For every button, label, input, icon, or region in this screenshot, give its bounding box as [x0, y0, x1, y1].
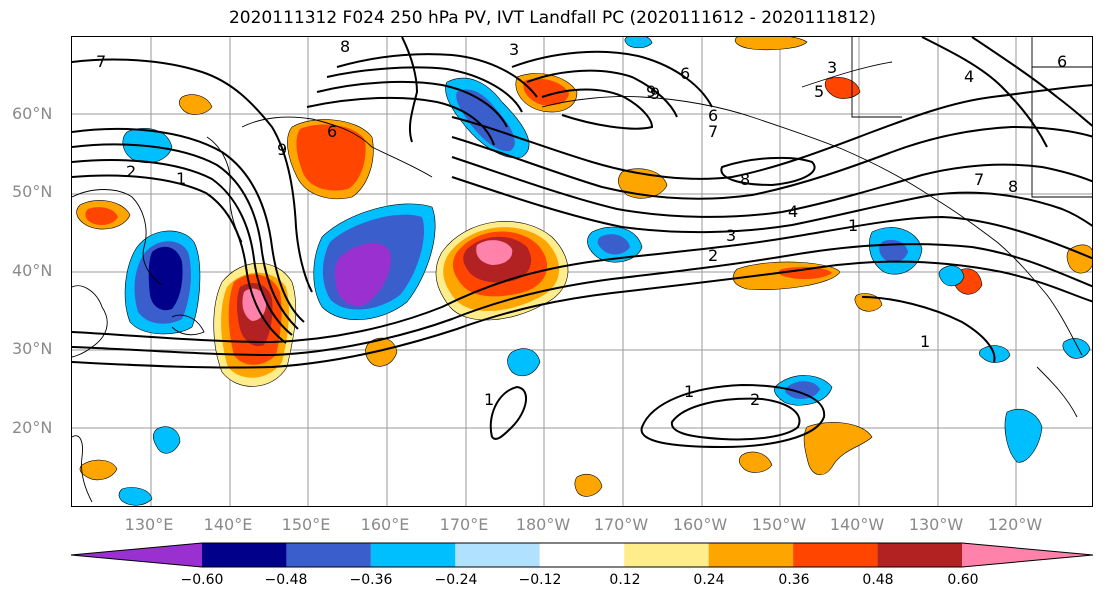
contour-label: 9: [650, 84, 660, 103]
contour-label: 7: [974, 170, 984, 189]
lat-label: 50°N: [12, 182, 53, 201]
contour-label: 7: [96, 52, 106, 71]
contour-label: 9: [646, 82, 656, 101]
contour-label: 1: [848, 216, 858, 235]
lon-label: 130°W: [908, 515, 964, 534]
contour-label: 6: [680, 64, 690, 83]
lon-label: 140°E: [203, 515, 253, 534]
colorbar-bin: [286, 543, 371, 567]
contour-label: 2: [750, 390, 760, 409]
contour-label-group: 7 8 3 9 5 4 6 2 1 8 3 4 2 1 7 8 1 1 2 1 …: [96, 37, 1067, 409]
colorbar-bin: [624, 543, 709, 567]
lon-label: 120°W: [987, 515, 1043, 534]
colorbar-bin: [455, 543, 540, 567]
contour-label: 8: [1008, 177, 1018, 196]
lon-label: 160°W: [672, 515, 728, 534]
map-panel: 7 8 3 9 5 4 6 2 1 8 3 4 2 1 7 8 1 1 2 1 …: [71, 36, 1093, 507]
contour-label: 6: [327, 122, 337, 141]
colorbar-tick-label: −0.48: [264, 572, 308, 588]
lon-label: 130°E: [124, 515, 174, 534]
lon-label: 170°W: [593, 515, 649, 534]
colorbar-bin: [370, 543, 456, 567]
contour-label: 9: [277, 140, 287, 159]
contour-label: 2: [708, 246, 718, 265]
colorbar-bin: [71, 543, 202, 567]
colorbar-bin: [539, 543, 625, 567]
colorbar-tick-label: 0.36: [778, 572, 810, 588]
coastlines: [72, 37, 1092, 503]
lon-label: 150°E: [281, 515, 331, 534]
map-title: 2020111312 F024 250 hPa PV, IVT Landfall…: [228, 8, 876, 28]
contour-label: 7: [708, 122, 718, 141]
lat-label: 40°N: [12, 261, 53, 280]
contour-label: 6: [1057, 52, 1067, 71]
colorbar-bin: [202, 543, 287, 567]
colorbar-bin: [962, 543, 1093, 567]
contour-label: 8: [740, 170, 750, 189]
contour-label: 4: [964, 67, 974, 86]
colorbar-bin: [877, 543, 962, 567]
colorbar-tick-label: 0.60: [947, 572, 979, 588]
contour-label: 3: [827, 58, 837, 77]
contour-label: 5: [814, 82, 824, 101]
contour-label: 1: [176, 169, 186, 188]
contour-label: 2: [126, 162, 136, 181]
colorbar-tick-label: 0.24: [693, 572, 725, 588]
colorbar: [70, 542, 1094, 568]
colorbar-tick-label: −0.24: [434, 572, 478, 588]
lat-label: 60°N: [12, 104, 53, 123]
lon-label: 160°E: [360, 515, 410, 534]
colorbar-tick-label: 0.48: [862, 572, 894, 588]
lat-label: 30°N: [12, 339, 53, 358]
map-canvas: 7 8 3 9 5 4 6 2 1 8 3 4 2 1 7 8 1 1 2 1 …: [72, 37, 1092, 506]
contour-label: 1: [920, 332, 930, 351]
contour-label: 6: [708, 106, 718, 125]
colorbar-bin: [708, 543, 794, 567]
colorbar-tick-label: −0.60: [180, 572, 224, 588]
colorbar-tick-label: −0.12: [518, 572, 562, 588]
colorbar-tick-label: −0.36: [349, 572, 393, 588]
contour-label: 4: [788, 202, 798, 221]
colorbar-bin: [793, 543, 878, 567]
colorbar-tick-label: 0.12: [609, 572, 641, 588]
lon-label: 180°W: [515, 515, 571, 534]
colorbar-outline: [70, 542, 1094, 568]
pv-contours: [72, 37, 1092, 449]
contour-label: 1: [484, 390, 494, 409]
lon-label: 140°W: [829, 515, 885, 534]
contour-label: 8: [340, 37, 350, 56]
lat-label: 20°N: [12, 418, 53, 437]
lon-label: 170°E: [439, 515, 489, 534]
contour-label: 3: [726, 226, 736, 245]
contour-label: 3: [509, 40, 519, 59]
contour-label: 1: [684, 382, 694, 401]
lon-label: 150°W: [751, 515, 807, 534]
